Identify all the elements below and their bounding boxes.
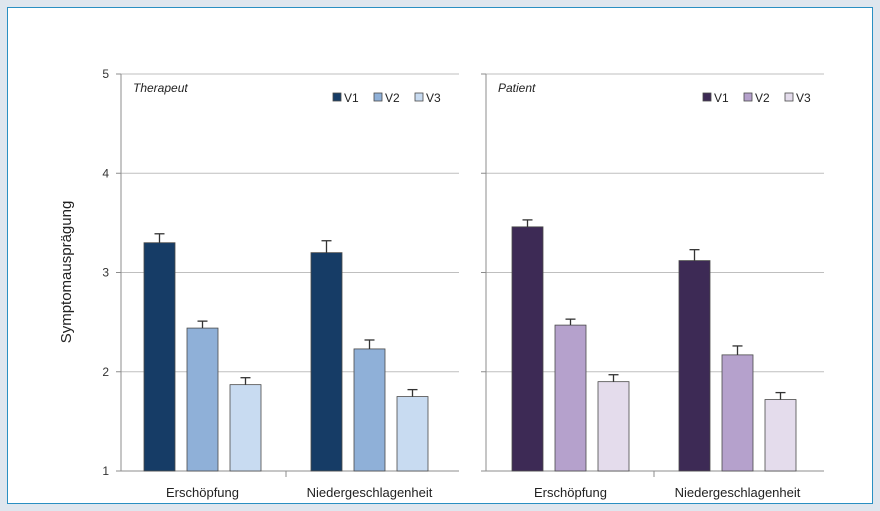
- bar-v3: [229, 384, 262, 472]
- legend-swatch-v1: [702, 92, 712, 102]
- legend-swatch-v3: [414, 92, 424, 102]
- bar-v3: [764, 399, 797, 472]
- y-tick-label: 1: [102, 464, 109, 478]
- bar-v3: [396, 396, 429, 472]
- bar-v1: [511, 226, 544, 472]
- legend-swatch-v2: [373, 92, 383, 102]
- panel-title: Patient: [498, 81, 536, 95]
- bar-v2: [554, 324, 587, 472]
- category-label: Niedergeschlagenheit: [675, 485, 801, 500]
- panel-title: Therapeut: [133, 81, 188, 95]
- y-tick-label: 5: [102, 67, 109, 81]
- legend-label: V3: [796, 91, 811, 105]
- bar-v2: [186, 327, 219, 472]
- bar-v2: [353, 348, 386, 472]
- bar-v1: [143, 242, 176, 472]
- y-tick-label: 3: [102, 266, 109, 280]
- bar-v2: [721, 354, 754, 472]
- legend-label: V1: [344, 91, 359, 105]
- bar-v1: [678, 260, 711, 472]
- legend-label: V2: [755, 91, 770, 105]
- legend-swatch-v3: [784, 92, 794, 102]
- category-label: Niedergeschlagenheit: [307, 485, 433, 500]
- legend-swatch-v2: [743, 92, 753, 102]
- bar-v1: [310, 252, 343, 472]
- y-axis-label: Symptomausprägung: [58, 201, 75, 344]
- legend-swatch-v1: [332, 92, 342, 102]
- panel-0: 1 2 3 4 5 Therapeut Erschöpfung Niedergeschlage…: [102, 67, 459, 500]
- panel-1: Patient Erschöpfung Niedergeschlagenheit V1…: [481, 73, 824, 500]
- legend-label: V2: [385, 91, 400, 105]
- y-tick-label: 4: [102, 166, 109, 180]
- y-tick-label: 2: [102, 365, 109, 379]
- category-label: Erschöpfung: [166, 485, 239, 500]
- legend-label: V1: [714, 91, 729, 105]
- bar-v3: [597, 381, 630, 472]
- category-label: Erschöpfung: [534, 485, 607, 500]
- legend-label: V3: [426, 91, 441, 105]
